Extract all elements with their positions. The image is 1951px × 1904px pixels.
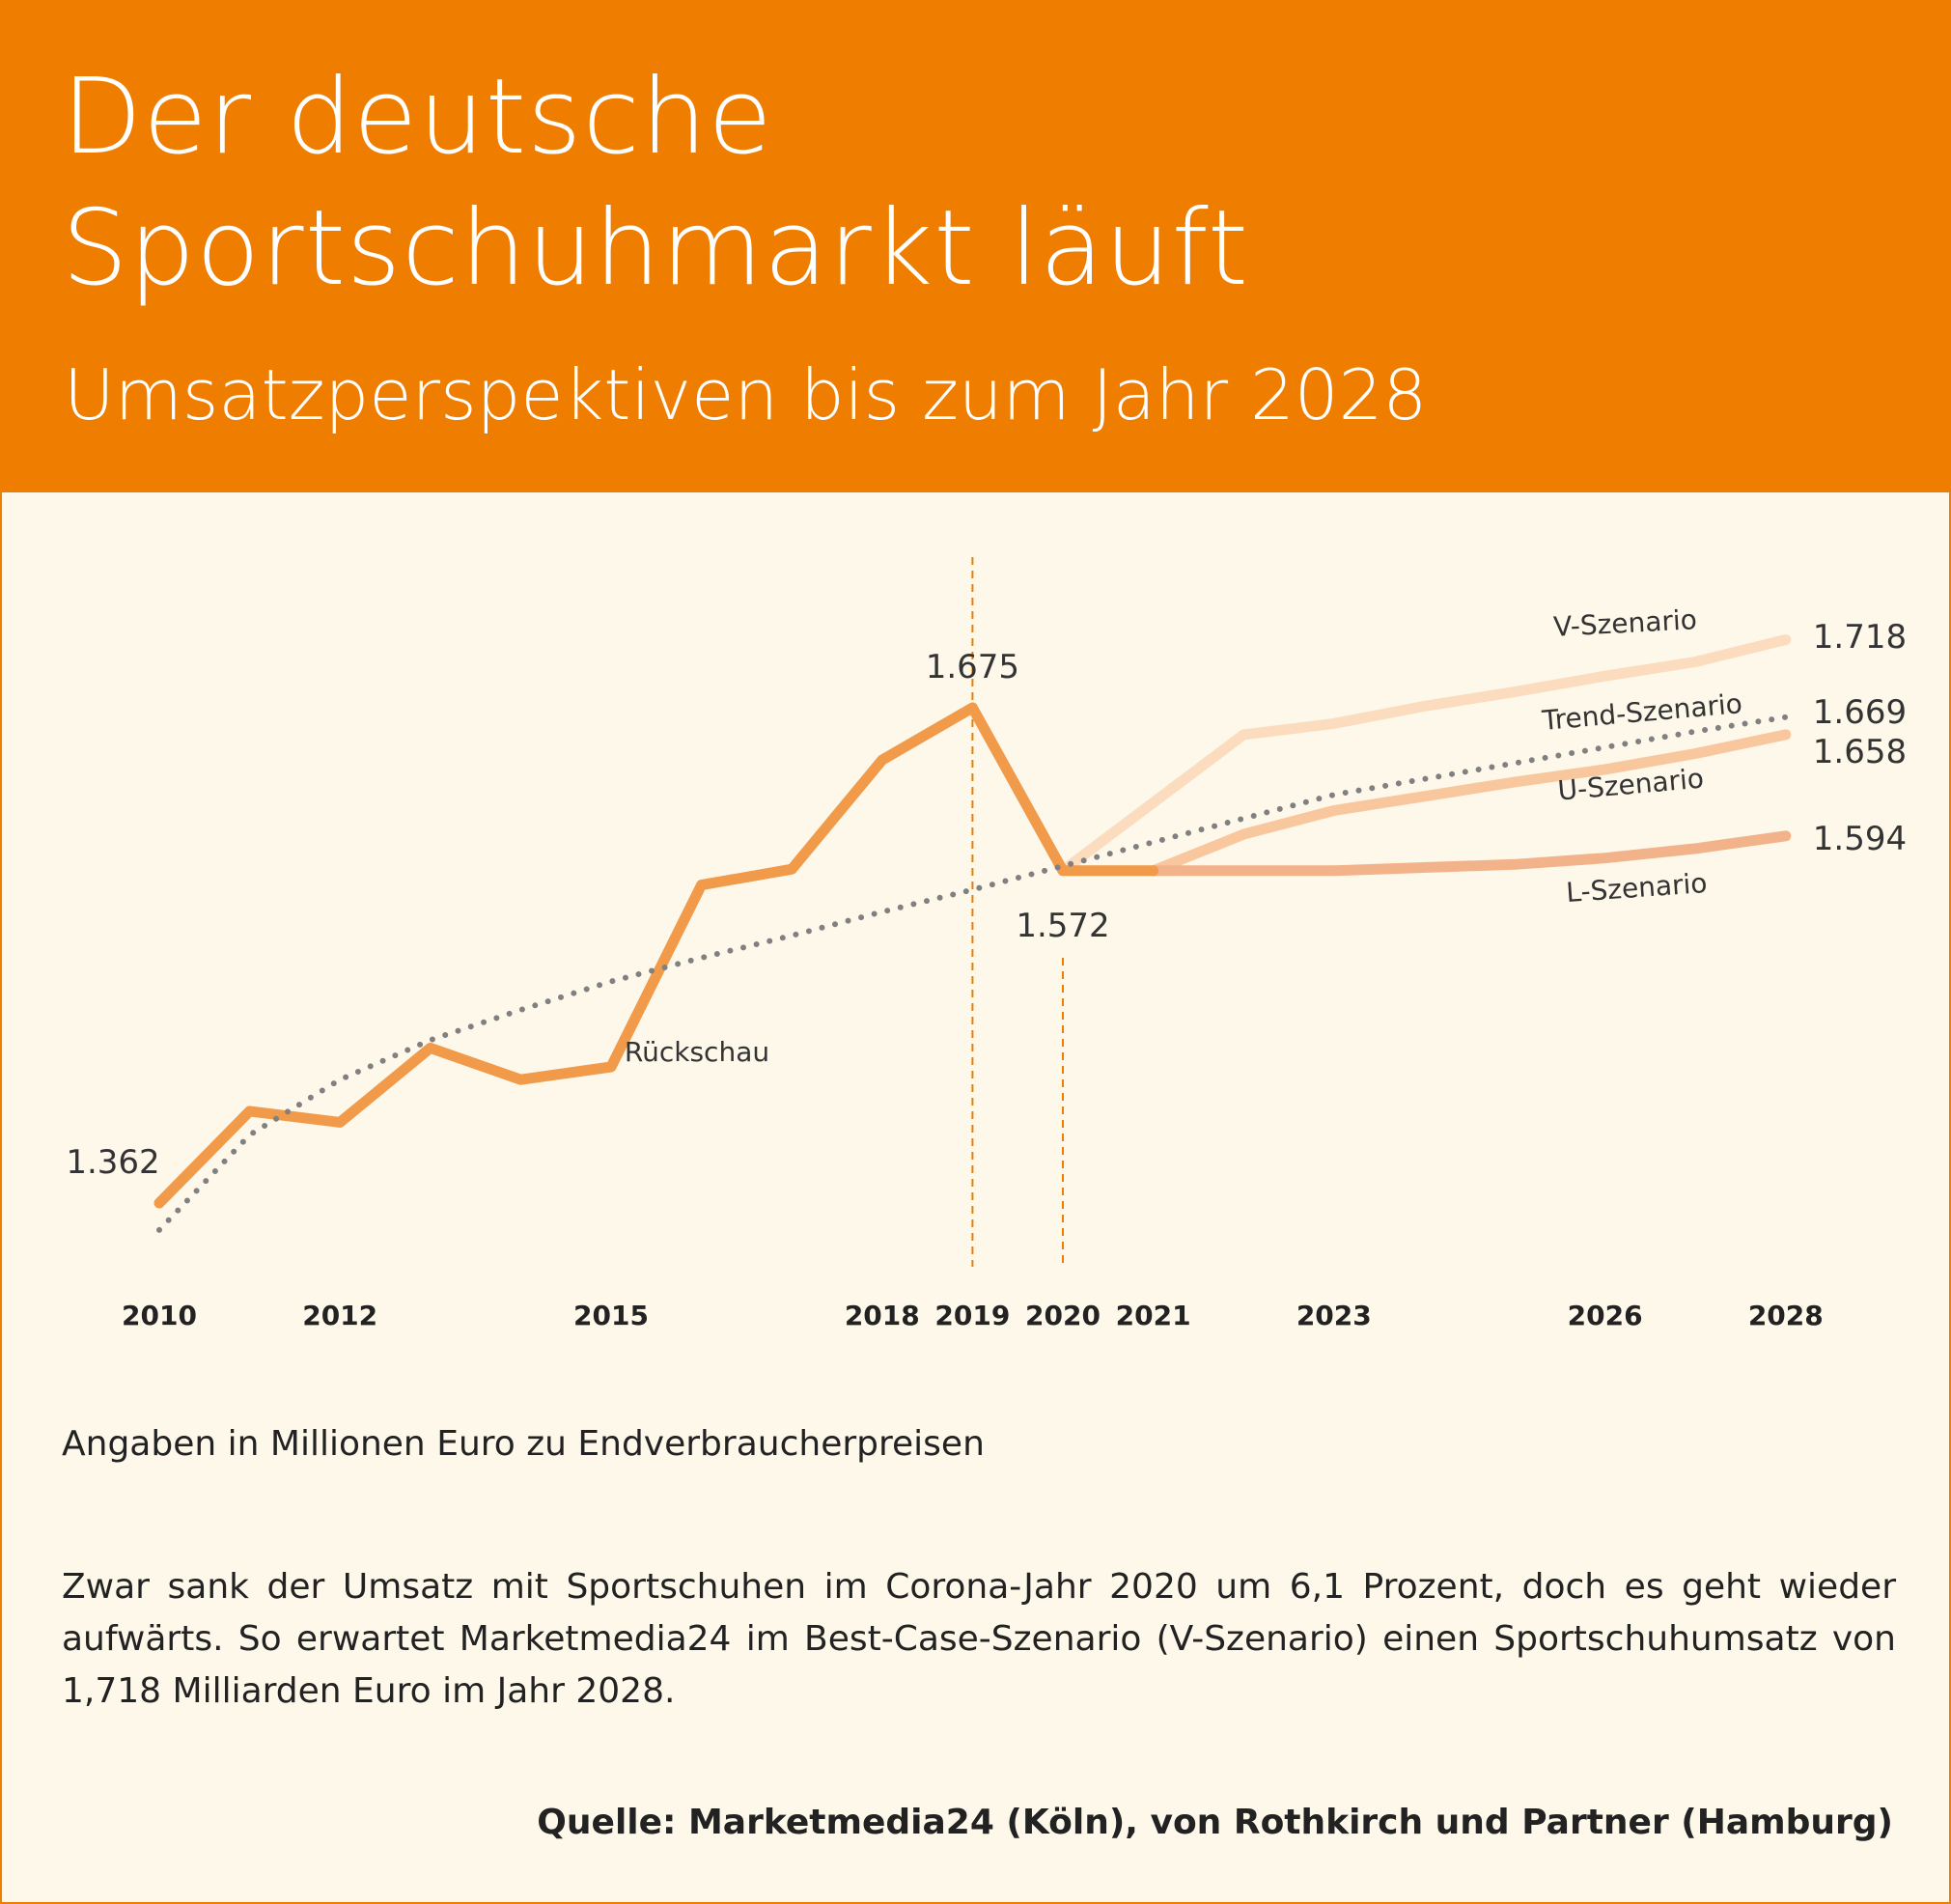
- x-tick-label: 2018: [845, 1300, 920, 1331]
- source-credit: Quelle: Marketmedia24 (Köln), von Rothki…: [537, 1803, 1893, 1842]
- body-text: Zwar sank der Umsatz mit Sportschuhen im…: [62, 1567, 1896, 1711]
- series-line-trend-szenario: [156, 714, 1789, 1233]
- value-label: 1.675: [926, 648, 1019, 686]
- value-label: 1.362: [66, 1143, 159, 1182]
- series-line-v-szenario: [1057, 634, 1792, 877]
- series-name-label: Trend-Szenario: [1540, 687, 1743, 737]
- series-name-label: Rückschau: [625, 1036, 769, 1068]
- x-tick-label: 2010: [122, 1300, 197, 1331]
- x-tick-label: 2021: [1116, 1300, 1191, 1331]
- line-chart: 2010 2012 2015 2018 2019 2020 2021 2023 2026 2028…: [66, 557, 1907, 1331]
- header-banner: Der deutsche Sportschuhmarkt läuft Umsat…: [2, 2, 1949, 492]
- series-name-label: V-Szenario: [1552, 603, 1697, 643]
- unit-note: Angaben in Millionen Euro zu Endverbrauc…: [62, 1424, 985, 1464]
- value-label: 1.594: [1813, 820, 1907, 858]
- x-tick-label: 2020: [1025, 1300, 1101, 1331]
- x-tick-label: 2019: [934, 1300, 1010, 1331]
- series-line-l-szenario: [1148, 830, 1792, 877]
- value-label: 1.572: [1016, 907, 1109, 945]
- x-tick-label: 2015: [573, 1300, 649, 1331]
- value-label: 1.669: [1813, 693, 1907, 732]
- value-label: 1.658: [1813, 733, 1907, 771]
- x-tick-label: 2026: [1568, 1300, 1643, 1331]
- page-subtitle: Umsatzperspektiven bis zum Jahr 2028: [64, 354, 1428, 435]
- x-tick-label: 2012: [302, 1300, 377, 1331]
- x-tick-label: 2023: [1296, 1300, 1372, 1331]
- series-name-label: L-Szenario: [1565, 867, 1708, 909]
- value-label: 1.718: [1813, 618, 1907, 657]
- x-tick-label: 2028: [1748, 1300, 1824, 1331]
- page-title: Der deutsche Sportschuhmarkt läuft: [62, 57, 1250, 309]
- series-line-r-ckschau: [153, 702, 1159, 1209]
- series-line-u-szenario: [1148, 729, 1792, 877]
